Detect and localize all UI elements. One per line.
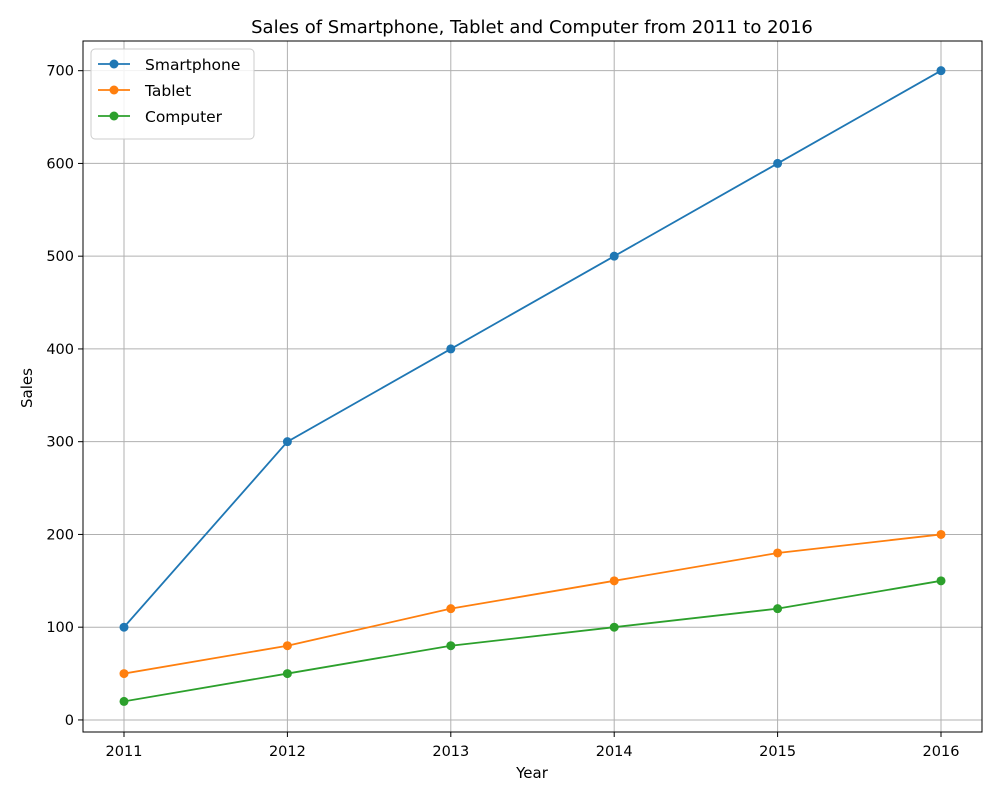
legend-label: Computer <box>145 108 223 126</box>
tablet-line <box>123 533 942 675</box>
computer-data-point <box>936 576 946 586</box>
legend: Smartphone Tablet Computer <box>90 48 255 140</box>
legend-label: Tablet <box>144 82 191 100</box>
grid-lines <box>83 41 982 732</box>
legend-item-computer: Computer <box>98 108 223 126</box>
y-tick-label: 600 <box>46 156 74 172</box>
computer-data-point <box>773 604 783 614</box>
x-tick-label: 2014 <box>596 744 633 760</box>
smartphone-data-point <box>119 622 129 632</box>
computer-data-point <box>446 641 456 651</box>
series-lines <box>119 66 946 706</box>
tablet-data-point <box>609 576 619 586</box>
y-tick-label: 700 <box>46 64 74 80</box>
y-tick-label: 200 <box>46 527 74 543</box>
legend-swatch-marker <box>109 111 119 121</box>
plot-area-frame <box>82 40 983 733</box>
y-tick-label: 100 <box>46 620 74 636</box>
legend-item-tablet: Tablet <box>98 82 191 100</box>
y-tick-label: 400 <box>46 342 74 358</box>
computer-data-point <box>282 669 292 679</box>
smartphone-data-point <box>936 66 946 76</box>
legend-box <box>90 48 255 140</box>
tablet-data-point <box>119 669 129 679</box>
computer-data-point <box>609 622 619 632</box>
y-tick-label: 300 <box>46 435 74 451</box>
smartphone-line <box>123 69 942 628</box>
smartphone-data-point <box>446 344 456 354</box>
computer-line <box>123 579 942 703</box>
legend-swatch-marker <box>109 85 119 95</box>
tablet-data-point <box>936 529 946 539</box>
y-axis-label: Sales <box>18 368 36 408</box>
x-tick-label: 2012 <box>269 744 306 760</box>
x-tick-label: 2013 <box>432 744 469 760</box>
y-tick-label: 0 <box>65 713 74 729</box>
series-computer <box>119 576 946 706</box>
y-tick-label: 500 <box>46 249 74 265</box>
smartphone-data-point <box>282 437 292 447</box>
x-tick-label: 2016 <box>923 744 960 760</box>
axis-ticks: 2011 2012 2013 2014 2015 2016 0 100 200 300 400 500… <box>46 64 959 760</box>
chart-title: Sales of Smartphone, Tablet and Computer… <box>251 17 813 38</box>
x-axis-label: Year <box>515 764 549 782</box>
tablet-data-point <box>446 604 456 614</box>
x-tick-label: 2015 <box>759 744 796 760</box>
legend-label: Smartphone <box>145 56 240 74</box>
legend-swatch-marker <box>109 59 119 69</box>
legend-item-smartphone: Smartphone <box>98 56 240 74</box>
smartphone-data-point <box>773 158 783 168</box>
tablet-data-point <box>282 641 292 651</box>
x-tick-label: 2011 <box>106 744 143 760</box>
smartphone-data-point <box>609 251 619 261</box>
series-tablet <box>119 529 946 679</box>
computer-data-point <box>119 696 129 706</box>
tablet-data-point <box>773 548 783 558</box>
series-smartphone <box>119 66 946 632</box>
